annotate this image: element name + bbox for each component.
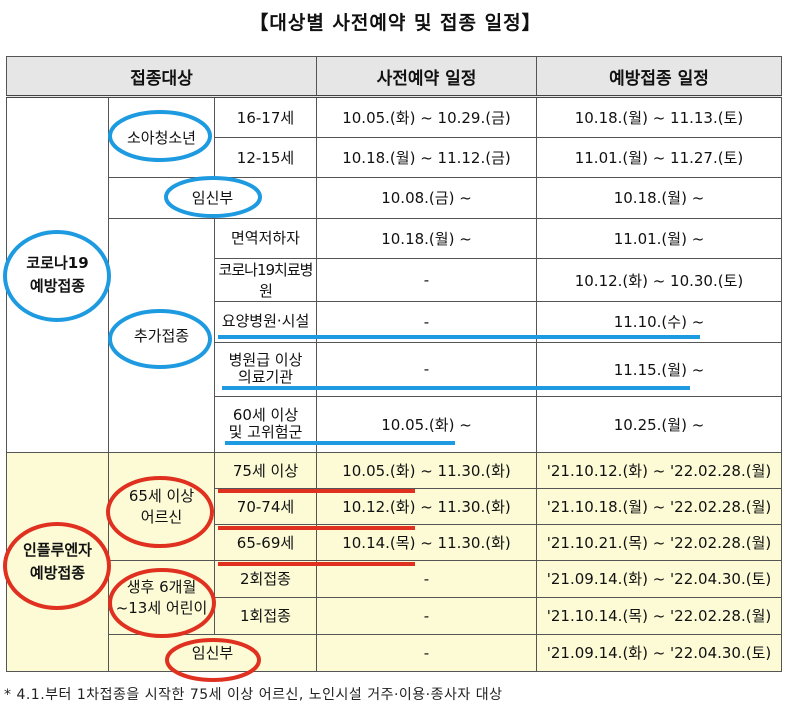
reservation-cell: 10.12.(화) ~ 11.30.(화): [316, 487, 537, 525]
booster-group: 추가접종: [108, 217, 215, 453]
sub-target: 16-17세: [214, 96, 317, 138]
header-vaccination: 예방접종 일정: [536, 56, 782, 98]
table-row: 코로나19치료병원 - 10.12.(화) ~ 10.30.(토): [7, 258, 782, 302]
table-row: 임신부 - '21.09.14.(화) ~ '22.04.30.(토): [7, 633, 782, 672]
reservation-cell: -: [316, 258, 537, 302]
vaccination-cell: 11.15.(월) ~: [536, 341, 782, 397]
sub-target: 코로나19치료병원: [214, 258, 317, 302]
sub-target: 60세 이상 및 고위험군: [214, 395, 317, 453]
covid-category: 코로나19 예방접종: [6, 96, 109, 453]
table-row: 생후 6개월 ~13세 어린이 2회접종 - '21.09.14.(화) ~ '2…: [7, 559, 782, 635]
table-row: 추가접종 면역저하자 10.18.(월) ~ 11.01.(월) ~: [7, 217, 782, 453]
reservation-cell: 10.05.(화) ~ 10.29.(금): [316, 96, 537, 138]
table-row: 요양병원·시설 - 11.10.(수) ~: [7, 301, 782, 343]
vaccination-cell: 11.01.(월) ~: [536, 217, 782, 259]
vaccination-cell: 10.18.(월) ~: [536, 177, 782, 219]
sub-target: 12-15세: [214, 136, 317, 178]
youth-group: 소아청소년: [108, 96, 215, 178]
reservation-cell: 10.08.(금) ~: [316, 177, 537, 219]
reservation-cell: -: [316, 559, 537, 598]
footnote: * 4.1.부터 1차접종을 시작한 75세 이상 어르신, 노인시설 거주·이…: [4, 687, 503, 703]
flu-category: 인플루엔자 예방접종: [6, 451, 109, 672]
sub-target: 70-74세: [214, 487, 317, 525]
vaccination-cell: 11.01.(월) ~ 11.27.(토): [536, 136, 782, 178]
flu-pregnant-group: 임신부: [108, 633, 317, 672]
sub-target: 2회접종: [214, 559, 317, 598]
schedule-table: 접종대상 사전예약 일정 예방접종 일정 코로나19 예방접종 소아청소년 16-…: [6, 56, 782, 672]
reservation-cell: 10.18.(월) ~ 11.12.(금): [316, 136, 537, 178]
vaccination-cell: '21.09.14.(화) ~ '22.04.30.(토): [536, 559, 782, 598]
reservation-cell: 10.18.(월) ~: [316, 217, 537, 259]
header-row: 접종대상 사전예약 일정 예방접종 일정: [6, 56, 782, 98]
table-row: 65-69세 10.14.(목) ~ 11.30.(화) '21.10.21.(…: [7, 523, 782, 561]
reservation-cell: 10.05.(화) ~: [316, 395, 537, 453]
sub-target: 65-69세: [214, 523, 317, 561]
sub-target: 75세 이상: [214, 451, 317, 489]
vaccination-cell: '21.10.14.(목) ~ '22.02.28.(월): [536, 596, 782, 635]
header-target: 접종대상: [6, 56, 317, 98]
table-row: 임신부 10.08.(금) ~ 10.18.(월) ~: [7, 177, 782, 219]
vaccination-cell: 10.12.(화) ~ 10.30.(토): [536, 258, 782, 302]
vaccination-cell: '21.10.18.(월) ~ '22.02.28.(월): [536, 487, 782, 525]
reservation-cell: -: [316, 301, 537, 343]
vaccination-cell: '21.10.12.(화) ~ '22.02.28.(월): [536, 451, 782, 489]
vaccination-cell: 10.18.(월) ~ 11.13.(토): [536, 96, 782, 138]
header-reservation: 사전예약 일정: [316, 56, 537, 98]
pregnant-group: 임신부: [108, 177, 317, 219]
vaccination-cell: '21.10.21.(목) ~ '22.02.28.(월): [536, 523, 782, 561]
child-group: 생후 6개월 ~13세 어린이: [108, 559, 215, 635]
table-row: 12-15세 10.18.(월) ~ 11.12.(금) 11.01.(월) ~…: [7, 136, 782, 178]
table-row: 1회접종 - '21.10.14.(목) ~ '22.02.28.(월): [7, 596, 782, 635]
reservation-cell: 10.05.(화) ~ 11.30.(화): [316, 451, 537, 489]
sub-target: 요양병원·시설: [214, 301, 317, 343]
sub-target: 병원급 이상 의료기관: [214, 341, 317, 397]
vaccination-cell: 11.10.(수) ~: [536, 301, 782, 343]
senior-group: 65세 이상 어르신: [108, 451, 215, 561]
reservation-cell: -: [316, 633, 537, 672]
vaccination-cell: '21.09.14.(화) ~ '22.04.30.(토): [536, 633, 782, 672]
vaccination-cell: 10.25.(월) ~: [536, 395, 782, 453]
reservation-cell: -: [316, 341, 537, 397]
table-row: 인플루엔자 예방접종 65세 이상 어르신 75세 이상 10.05.(화) ~ 1…: [6, 451, 782, 672]
reservation-cell: -: [316, 596, 537, 635]
table-row: 코로나19 예방접종 소아청소년 16-17세 10.05.(화) ~ 10.29…: [6, 96, 782, 453]
sub-target: 면역저하자: [214, 217, 317, 259]
sub-target: 1회접종: [214, 596, 317, 635]
page-title: 【대상별 사전예약 및 접종 일정】: [249, 12, 542, 34]
reservation-cell: 10.14.(목) ~ 11.30.(화): [316, 523, 537, 561]
